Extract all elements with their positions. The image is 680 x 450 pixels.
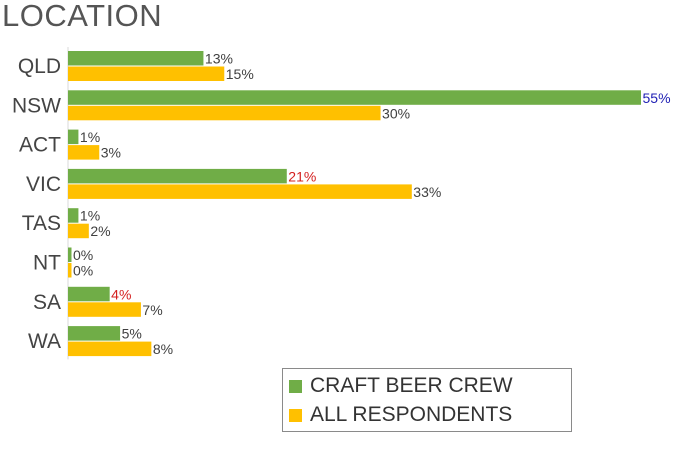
data-label-crew-nsw: 55% (643, 90, 671, 106)
bar-crew-vic (68, 168, 287, 184)
bar-crew-act (68, 129, 79, 145)
category-label-nt: NT (33, 252, 61, 275)
data-label-all-tas: 2% (90, 223, 110, 239)
data-label-all-vic: 33% (413, 184, 441, 200)
bar-all-nsw (68, 105, 381, 121)
data-label-crew-qld: 13% (205, 51, 233, 67)
bar-crew-nsw (68, 90, 641, 105)
chart-title: LOCATION (2, 0, 163, 33)
legend-label-crew: CRAFT BEER CREW (310, 374, 513, 397)
bar-all-wa (68, 341, 152, 357)
bar-all-nt (68, 263, 72, 278)
data-label-all-sa: 7% (142, 302, 162, 318)
category-label-nsw: NSW (12, 94, 61, 117)
data-label-all-wa: 8% (153, 341, 173, 357)
bar-crew-qld (68, 51, 204, 66)
bar-all-vic (68, 184, 412, 199)
legend-item-crew: CRAFT BEER CREW (289, 372, 513, 400)
legend-item-all: ALL RESPONDENTS (289, 401, 512, 429)
bar-crew-sa (68, 286, 110, 302)
data-label-all-nsw: 30% (382, 105, 410, 121)
data-label-crew-tas: 1% (80, 208, 100, 224)
data-label-crew-act: 1% (80, 129, 100, 145)
data-label-crew-wa: 5% (122, 326, 142, 342)
data-label-all-act: 3% (101, 145, 121, 161)
chart-legend: CRAFT BEER CREW ALL RESPONDENTS (282, 368, 572, 432)
legend-swatch-all (289, 408, 302, 422)
category-label-wa: WA (28, 330, 61, 353)
data-label-crew-vic: 21% (288, 168, 316, 184)
bar-all-qld (68, 66, 225, 81)
bar-all-sa (68, 302, 141, 317)
category-label-vic: VIC (26, 173, 61, 196)
bar-crew-wa (68, 326, 121, 341)
bar-all-tas (68, 223, 89, 239)
legend-swatch-crew (289, 379, 302, 393)
legend-label-all: ALL RESPONDENTS (310, 403, 513, 426)
bar-all-act (68, 145, 100, 160)
category-label-sa: SA (33, 291, 61, 314)
bar-crew-nt (68, 247, 72, 262)
bar-crew-tas (68, 208, 79, 223)
category-label-qld: QLD (18, 55, 61, 78)
category-label-tas: TAS (22, 212, 61, 235)
data-label-crew-nt: 0% (73, 247, 93, 263)
category-label-act: ACT (19, 134, 61, 157)
data-label-crew-sa: 4% (111, 286, 131, 302)
data-label-all-qld: 15% (226, 66, 254, 82)
data-label-all-nt: 0% (73, 263, 93, 279)
